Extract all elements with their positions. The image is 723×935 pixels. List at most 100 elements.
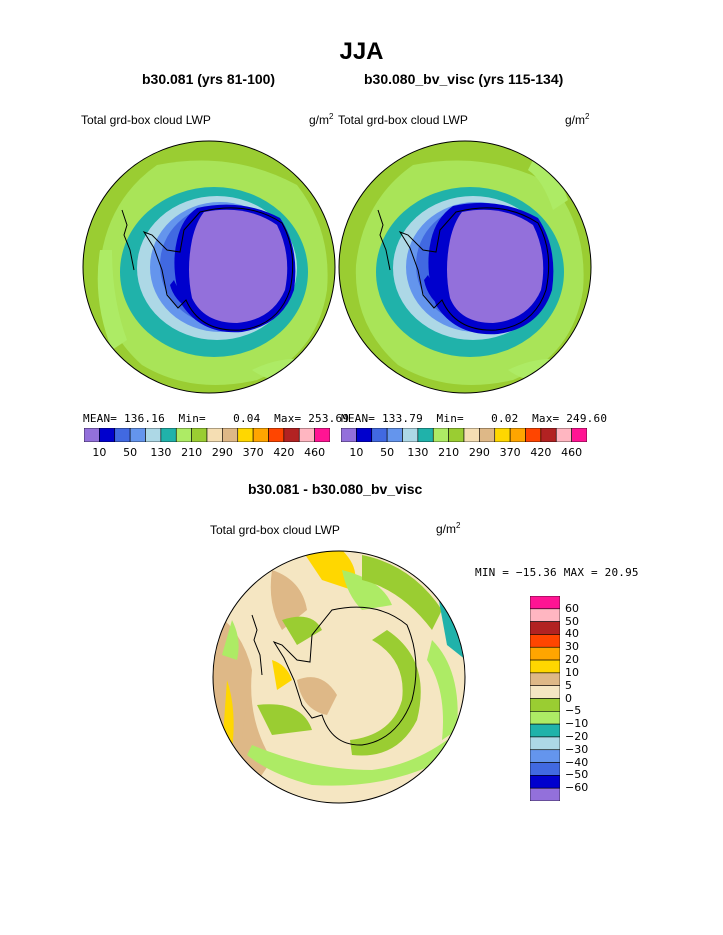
difference-min-max: MIN = −15.36 MAX = 20.95 xyxy=(475,566,639,579)
panel2-colorbar-swatch xyxy=(525,428,542,442)
panel2-units: g/m2 xyxy=(565,112,590,127)
panel2-colorbar-tick: 370 xyxy=(499,446,521,459)
panel1-variable-label: Total grd-box cloud LWP xyxy=(81,113,211,127)
panel1-stats: MEAN= 136.16 Min= 0.04 Max= 253.69 xyxy=(83,412,350,425)
panel2-colorbar-swatch xyxy=(448,428,465,442)
panel2-min: 0.02 xyxy=(491,412,519,425)
panel1-colorbar-tick: 130 xyxy=(150,446,172,459)
difference-colorbar-tick: −30 xyxy=(565,742,589,756)
panel2-colorbar-swatch xyxy=(540,428,557,442)
panel1-colorbar-swatch xyxy=(298,428,315,442)
difference-colorbar-ticks: 60 50 40 30 20 10 5 0 −5 −10 −20 −30 −40 −50 −60 xyxy=(565,596,605,801)
difference-colorbar-swatch xyxy=(530,646,560,661)
difference-colorbar-tick: 30 xyxy=(565,640,579,654)
panel2-colorbar-swatch xyxy=(571,428,587,442)
panel1-max: 253.69 xyxy=(308,412,350,425)
panel2-colorbar-tick: 130 xyxy=(407,446,429,459)
panel2-polar-map xyxy=(338,140,592,394)
panel1-colorbar-swatch xyxy=(283,428,300,442)
panel2-colorbar-swatch xyxy=(509,428,526,442)
panel2-colorbar-swatch xyxy=(417,428,434,442)
panel1-colorbar-swatch xyxy=(268,428,285,442)
difference-colorbar-swatch xyxy=(530,736,560,751)
panel1-colorbar-tick: 290 xyxy=(211,446,233,459)
panel2-colorbar-swatch xyxy=(341,428,357,442)
difference-colorbar-tick: 50 xyxy=(565,614,579,628)
difference-variable-label: Total grd-box cloud LWP xyxy=(210,523,340,537)
panel1-colorbar-tick: 50 xyxy=(123,446,138,459)
panel1-colorbar-tick: 210 xyxy=(181,446,203,459)
difference-colorbar-swatch xyxy=(530,762,560,776)
panel2-colorbar-swatch xyxy=(479,428,496,442)
difference-colorbar-tick: 20 xyxy=(565,653,579,667)
difference-colorbar-tick: 40 xyxy=(565,627,579,641)
difference-colorbar-swatch xyxy=(530,749,560,763)
panel1-colorbar-swatch xyxy=(129,428,146,442)
panel1-colorbar-swatch xyxy=(222,428,239,442)
difference-colorbar-tick: −10 xyxy=(565,717,589,731)
difference-colorbar-swatch xyxy=(530,608,560,622)
panel2-colorbar-ticks: 10 50 130 210 290 370 420 460 xyxy=(341,446,587,460)
panel2-colorbar-swatch xyxy=(356,428,373,442)
difference-colorbar-swatch xyxy=(530,634,560,648)
panel2-colorbar-swatch xyxy=(463,428,480,442)
panel1-min: 0.04 xyxy=(233,412,261,425)
difference-colorbar-tick: −40 xyxy=(565,755,589,769)
panel1-mean: 136.16 xyxy=(123,412,165,425)
panel2-colorbar-tick: 10 xyxy=(349,446,364,459)
difference-colorbar-swatch xyxy=(530,621,560,635)
difference-colorbar xyxy=(530,596,560,801)
panel2-colorbar-swatch xyxy=(494,428,511,442)
difference-title: b30.081 - b30.080_bv_visc xyxy=(248,481,423,497)
difference-colorbar-swatch xyxy=(530,659,560,674)
panel1-colorbar-ticks: 10 50 130 210 290 370 420 460 xyxy=(84,446,330,460)
difference-colorbar-tick: −60 xyxy=(565,781,589,795)
panel2-title: b30.080_bv_visc (yrs 115-134) xyxy=(364,71,564,87)
panel2-colorbar-tick: 420 xyxy=(530,446,552,459)
difference-colorbar-tick: −5 xyxy=(565,704,582,718)
panel1-colorbar-swatch xyxy=(175,428,192,442)
panel2-colorbar-swatch xyxy=(386,428,403,442)
panel2-variable-label: Total grd-box cloud LWP xyxy=(338,113,468,127)
panel1-colorbar-swatch xyxy=(314,428,330,442)
panel2-colorbar-swatch xyxy=(371,428,388,442)
panel2-colorbar-tick: 460 xyxy=(561,446,583,459)
difference-colorbar-tick: 0 xyxy=(565,691,572,705)
panel1-colorbar-swatch xyxy=(237,428,254,442)
panel1-colorbar xyxy=(84,428,330,442)
panel2-colorbar-tick: 290 xyxy=(468,446,490,459)
panel1-title: b30.081 (yrs 81-100) xyxy=(142,71,276,87)
panel1-polar-map xyxy=(82,140,336,394)
main-title: JJA xyxy=(339,38,384,65)
panel1-colorbar-swatch xyxy=(114,428,131,442)
panel1-colorbar-swatch xyxy=(206,428,223,442)
panel1-colorbar-tick: 370 xyxy=(242,446,264,459)
panel1-colorbar-swatch xyxy=(252,428,269,442)
difference-units: g/m2 xyxy=(436,521,461,536)
panel2-colorbar-swatch xyxy=(432,428,449,442)
difference-colorbar-swatch xyxy=(530,787,560,801)
panel1-colorbar-swatch xyxy=(99,428,116,442)
panel2-stats: MEAN= 133.79 Min= 0.02 Max= 249.60 xyxy=(341,412,608,425)
difference-colorbar-swatch xyxy=(530,775,560,789)
panel2-colorbar-tick: 50 xyxy=(380,446,395,459)
panel1-colorbar-tick: 10 xyxy=(92,446,107,459)
difference-polar-map xyxy=(212,550,466,804)
panel1-colorbar-swatch xyxy=(145,428,162,442)
panel1-units: g/m2 xyxy=(309,112,334,127)
panel1-colorbar-tick: 460 xyxy=(304,446,326,459)
difference-colorbar-tick: −50 xyxy=(565,768,589,782)
panel2-mean: 133.79 xyxy=(381,412,423,425)
difference-colorbar-tick: −20 xyxy=(565,729,589,743)
panel1-colorbar-swatch xyxy=(191,428,208,442)
difference-colorbar-swatch xyxy=(530,685,560,699)
difference-colorbar-swatch xyxy=(530,672,560,686)
difference-colorbar-tick: 60 xyxy=(565,601,579,615)
difference-colorbar-swatch xyxy=(530,723,560,738)
difference-colorbar-swatch xyxy=(530,596,560,610)
panel1-colorbar-swatch xyxy=(84,428,100,442)
difference-colorbar-tick: 10 xyxy=(565,665,579,679)
panel2-colorbar-swatch xyxy=(402,428,419,442)
panel1-colorbar-tick: 420 xyxy=(273,446,295,459)
difference-colorbar-tick: 5 xyxy=(565,678,572,692)
